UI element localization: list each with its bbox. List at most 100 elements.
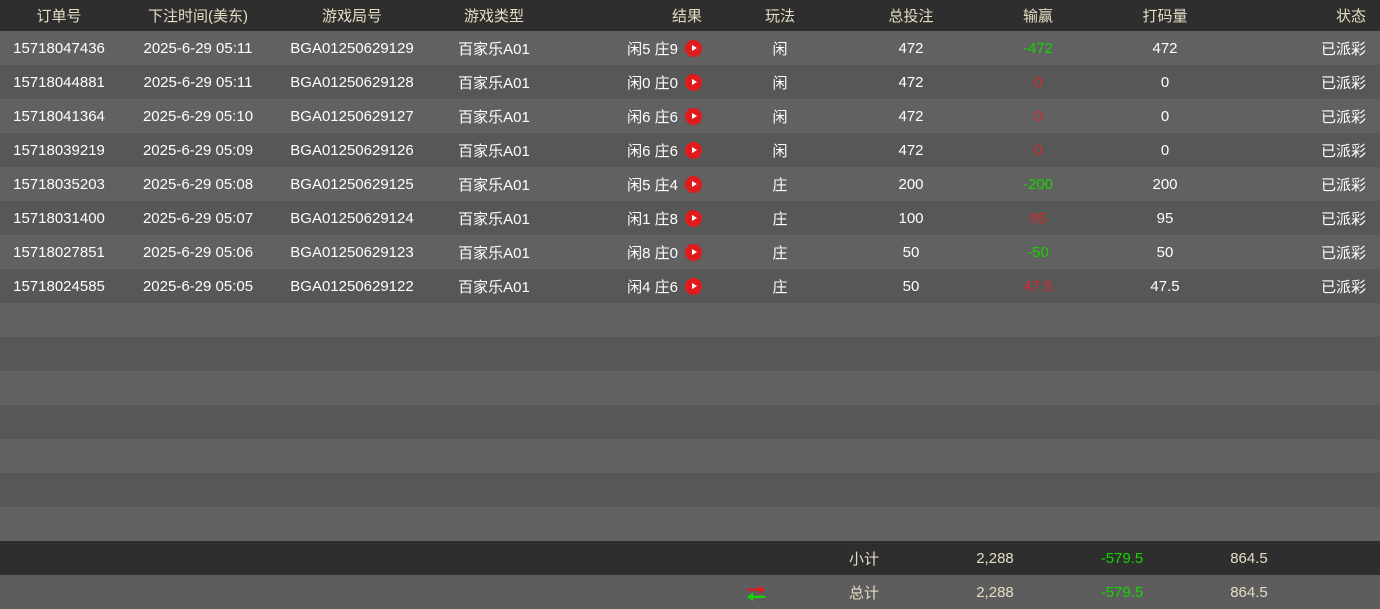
table-row[interactable]: 15718027851 2025-6-29 05:06 BGA01250629123…: [0, 235, 1380, 269]
table-row[interactable]: 15718041364 2025-6-29 05:10 BGA01250629127…: [0, 99, 1380, 133]
cell-status: 已派彩: [1320, 74, 1366, 92]
subtotal-win-lose: -579.5: [1100, 549, 1144, 567]
result-text: 闲4 庄6: [627, 278, 678, 296]
cell-bet-time: 2025-6-29 05:10: [142, 107, 254, 125]
cell-game-type: 百家乐A01: [458, 142, 530, 160]
result-text: 闲5 庄4: [627, 176, 678, 194]
cell-order-no: 15718041364: [13, 107, 105, 125]
column-header-bet-time[interactable]: 下注时间(美东): [148, 8, 248, 25]
cell-win-lose: -50: [1027, 243, 1049, 261]
cell-result: 闲6 庄6: [562, 106, 714, 127]
cell-chip-vol: 50: [1156, 243, 1174, 261]
result-text: 闲1 庄8: [627, 210, 678, 228]
total-win-lose: -579.5: [1100, 583, 1144, 601]
result-text: 闲6 庄6: [627, 108, 678, 126]
cell-status: 已派彩: [1320, 142, 1366, 160]
cell-order-no: 15718047436: [13, 39, 105, 57]
cell-chip-vol: 47.5: [1150, 277, 1180, 295]
table-row[interactable]: 15718039219 2025-6-29 05:09 BGA01250629126…: [0, 133, 1380, 167]
cell-round-no: BGA01250629122: [290, 277, 414, 295]
cell-bet-time: 2025-6-29 05:11: [143, 39, 253, 57]
table-row-empty: [0, 371, 1380, 405]
table-row-empty: [0, 337, 1380, 371]
play-circle-icon[interactable]: [685, 277, 702, 295]
play-circle-icon[interactable]: [685, 175, 702, 193]
cell-play-type: 庄: [772, 210, 788, 228]
cell-bet-time: 2025-6-29 05:06: [142, 243, 254, 261]
cell-bet-time: 2025-6-29 05:08: [142, 175, 254, 193]
cell-play-type: 闲: [772, 108, 788, 126]
total-row: 总计 2,288 -579.5 864.5: [0, 575, 1380, 609]
cell-game-type: 百家乐A01: [458, 176, 530, 194]
column-header-chip-vol[interactable]: 打码量: [1142, 8, 1188, 25]
play-circle-icon[interactable]: [685, 141, 702, 159]
cell-play-type: 闲: [772, 74, 788, 92]
cell-chip-vol: 0: [1160, 107, 1170, 125]
column-header-total-bet[interactable]: 总投注: [888, 8, 934, 25]
cell-status: 已派彩: [1320, 244, 1366, 262]
play-circle-icon[interactable]: [685, 107, 702, 125]
cell-result: 闲5 庄9: [562, 38, 714, 59]
cell-bet-time: 2025-6-29 05:07: [142, 209, 254, 227]
cell-order-no: 15718044881: [13, 73, 105, 91]
cell-result: 闲8 庄0: [562, 242, 714, 263]
cell-chip-vol: 472: [1152, 39, 1178, 57]
cell-round-no: BGA01250629125: [290, 175, 414, 193]
cell-total-bet: 472: [898, 141, 924, 159]
total-total-bet: 2,288: [976, 583, 1014, 601]
cell-total-bet: 472: [898, 73, 924, 91]
cell-game-type: 百家乐A01: [458, 210, 530, 228]
cell-chip-vol: 0: [1160, 73, 1170, 91]
column-header-result[interactable]: 结果: [671, 8, 702, 25]
cell-order-no: 15718027851: [13, 243, 105, 261]
cell-win-lose: 95: [1029, 209, 1047, 227]
cell-play-type: 闲: [772, 40, 788, 58]
cell-result: 闲6 庄6: [562, 140, 714, 161]
subtotal-total-bet: 2,288: [976, 549, 1014, 567]
column-header-play-type[interactable]: 玩法: [764, 8, 795, 25]
play-circle-icon[interactable]: [685, 73, 702, 91]
cell-result: 闲0 庄0: [562, 72, 714, 93]
column-header-game-type[interactable]: 游戏类型: [463, 8, 524, 25]
play-circle-icon[interactable]: [685, 39, 702, 57]
play-circle-icon[interactable]: [685, 209, 702, 227]
cell-total-bet: 50: [902, 243, 920, 261]
total-chip-vol: 864.5: [1230, 583, 1268, 601]
column-header-win-lose[interactable]: 输赢: [1022, 8, 1053, 25]
column-header-status[interactable]: 状态: [1335, 8, 1366, 25]
cell-order-no: 15718024585: [13, 277, 105, 295]
cell-game-type: 百家乐A01: [458, 40, 530, 58]
cell-status: 已派彩: [1320, 210, 1366, 228]
play-circle-icon[interactable]: [685, 243, 702, 261]
cell-status: 已派彩: [1320, 108, 1366, 126]
cell-win-lose: 0: [1033, 141, 1043, 159]
table-row[interactable]: 15718024585 2025-6-29 05:05 BGA01250629122…: [0, 269, 1380, 303]
table-row[interactable]: 15718031400 2025-6-29 05:07 BGA01250629124…: [0, 201, 1380, 235]
cell-total-bet: 472: [898, 39, 924, 57]
exchange-arrows-icon[interactable]: [714, 582, 798, 602]
cell-game-type: 百家乐A01: [458, 244, 530, 262]
result-text: 闲0 庄0: [627, 74, 678, 92]
cell-chip-vol: 95: [1156, 209, 1174, 227]
cell-order-no: 15718031400: [13, 209, 105, 227]
cell-round-no: BGA01250629126: [290, 141, 414, 159]
cell-total-bet: 50: [902, 277, 920, 295]
table-row-empty: [0, 303, 1380, 337]
cell-win-lose: 0: [1033, 107, 1043, 125]
table-footer: 小计 2,288 -579.5 864.5 总计 2,288 -579.5 86…: [0, 541, 1380, 609]
subtotal-label: 小计: [848, 550, 879, 568]
table-row[interactable]: 15718047436 2025-6-29 05:11 BGA01250629129…: [0, 31, 1380, 65]
column-header-order-no[interactable]: 订单号: [36, 8, 82, 25]
cell-win-lose: -200: [1022, 175, 1054, 193]
cell-round-no: BGA01250629123: [290, 243, 414, 261]
column-header-round-no[interactable]: 游戏局号: [321, 8, 382, 25]
table-row[interactable]: 15718035203 2025-6-29 05:08 BGA01250629125…: [0, 167, 1380, 201]
cell-win-lose: 47.5: [1023, 277, 1053, 295]
table-row[interactable]: 15718044881 2025-6-29 05:11 BGA01250629128…: [0, 65, 1380, 99]
cell-game-type: 百家乐A01: [458, 74, 530, 92]
cell-status: 已派彩: [1320, 40, 1366, 58]
cell-chip-vol: 200: [1152, 175, 1178, 193]
cell-round-no: BGA01250629129: [290, 39, 414, 57]
cell-win-lose: -472: [1022, 39, 1054, 57]
